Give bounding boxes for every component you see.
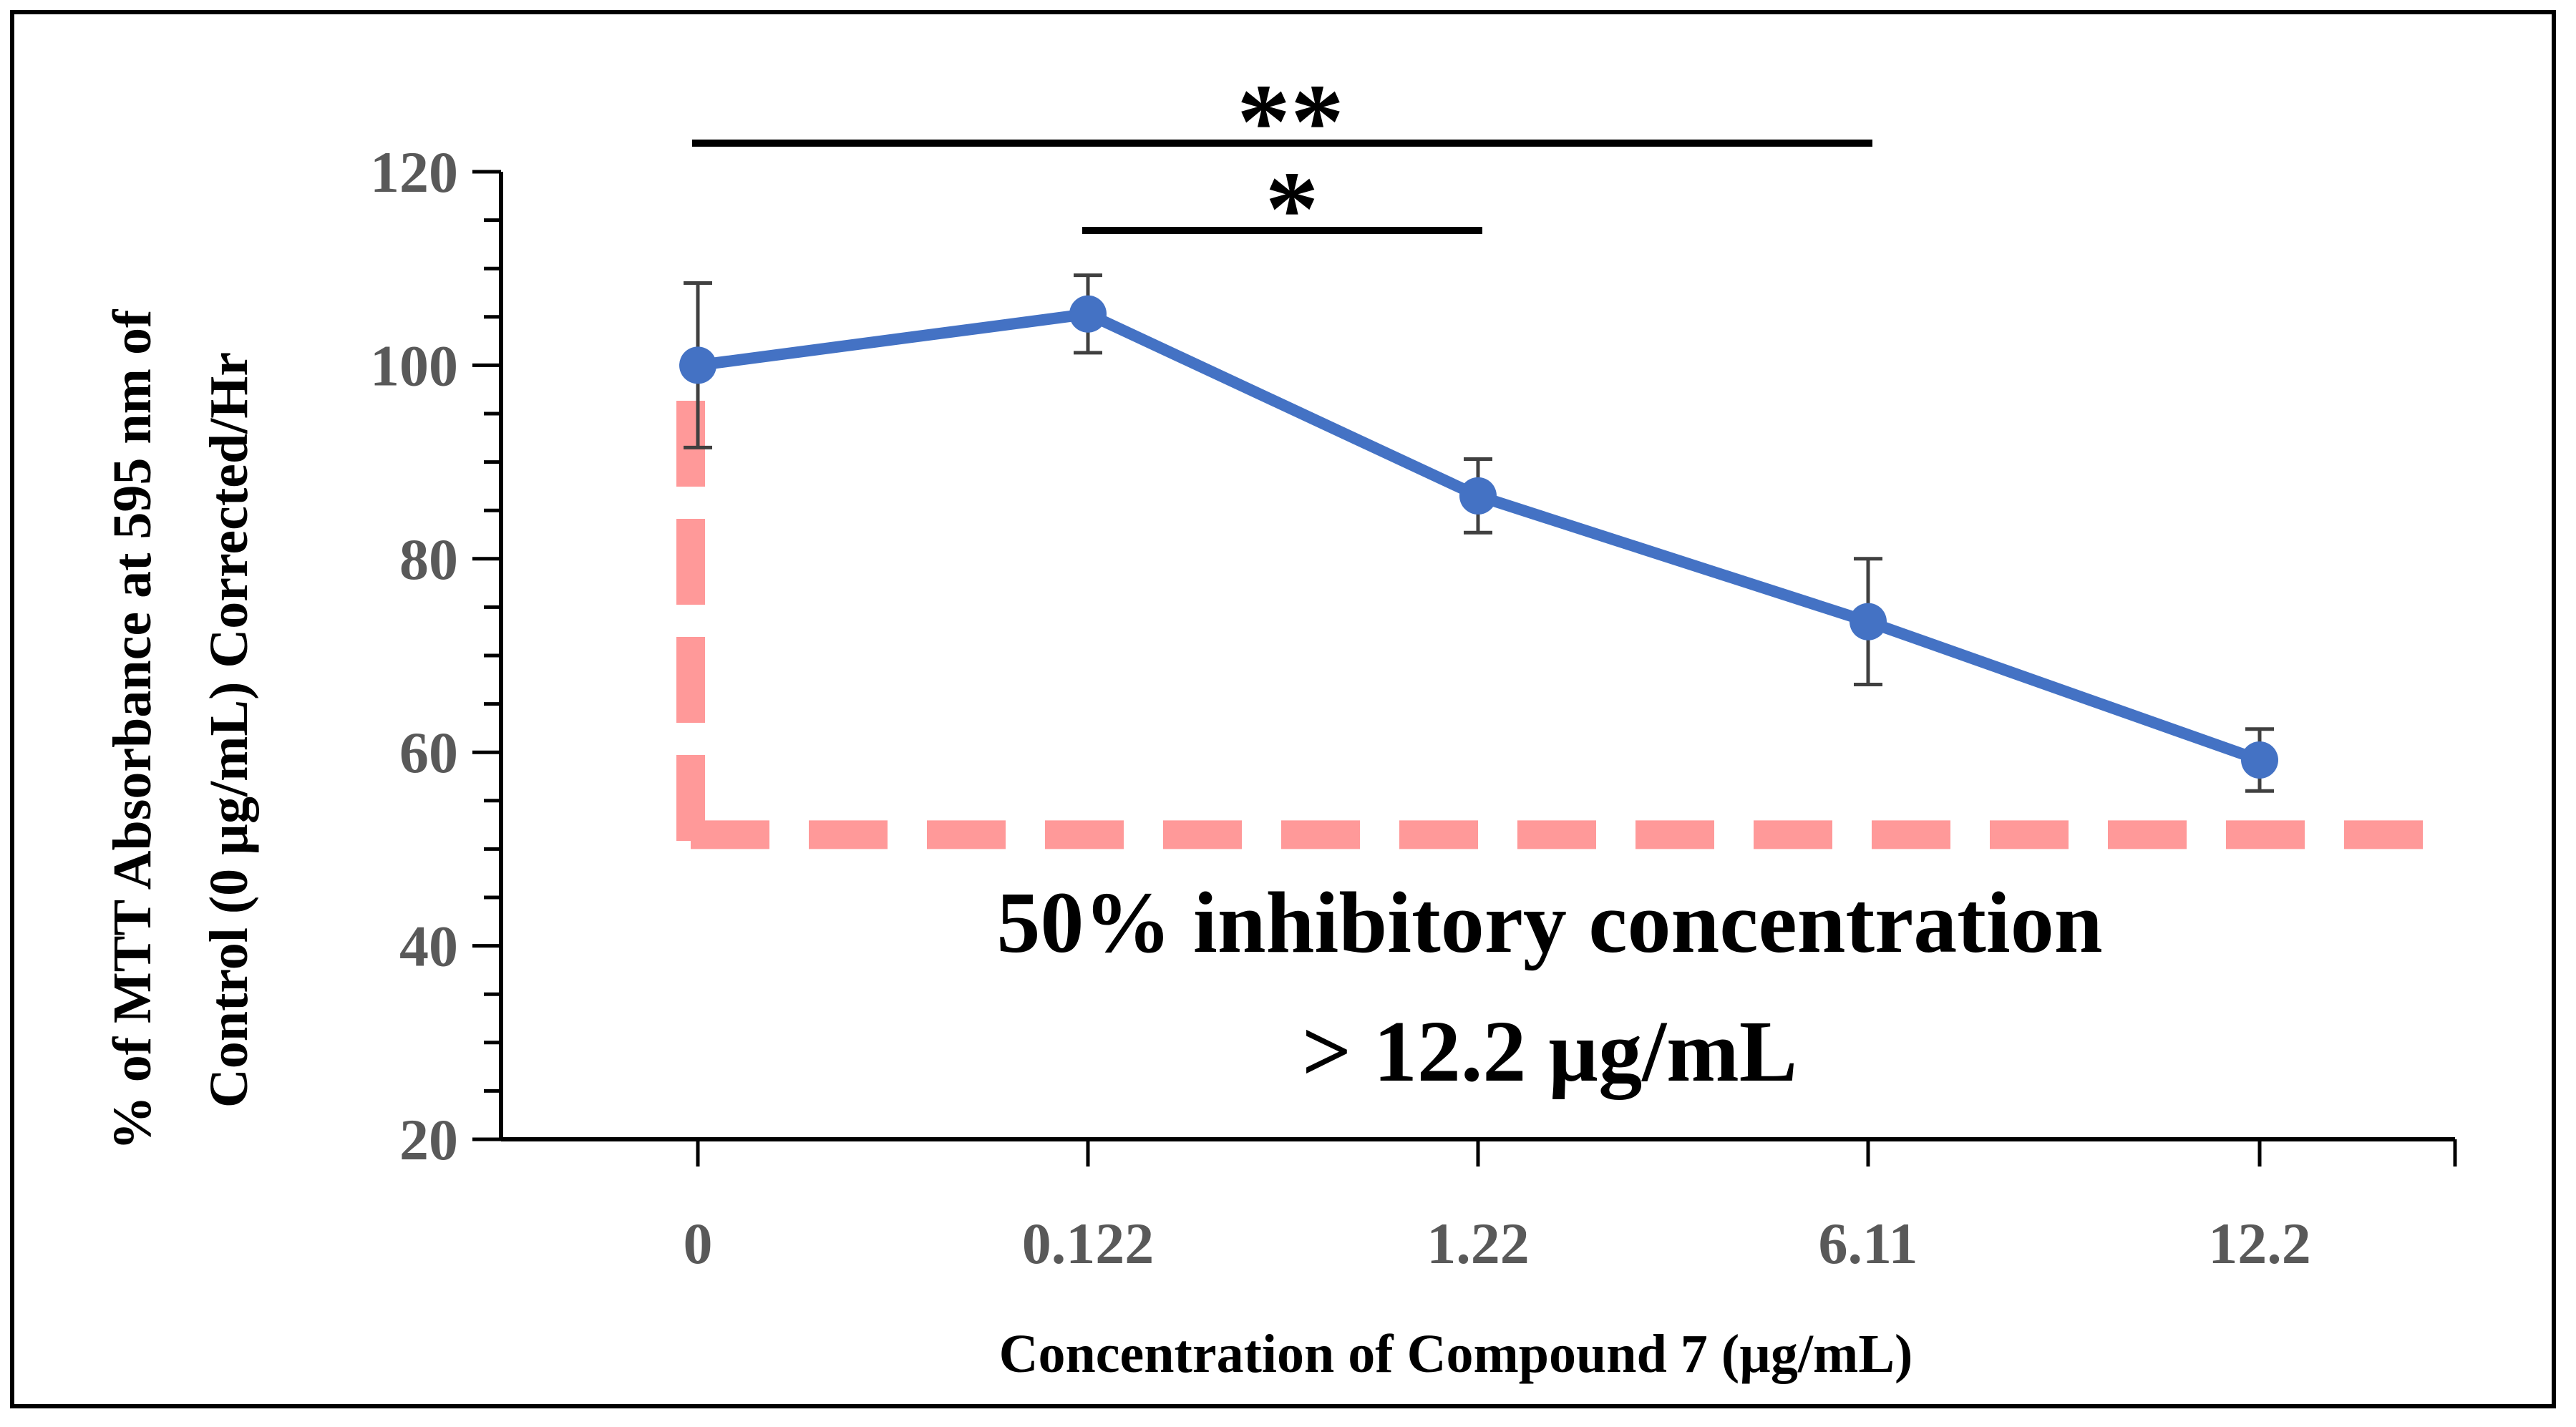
data-point	[1069, 295, 1107, 333]
x-tick-label: 1.22	[1426, 1211, 1530, 1276]
y-tick-label: 20	[399, 1107, 458, 1172]
significance-label: **	[1237, 62, 1344, 181]
x-tick-label: 12.2	[2208, 1211, 2311, 1276]
significance-label: *	[1265, 150, 1319, 268]
significance-layer: ***	[692, 62, 1872, 268]
axes: 20 40 60 80 100 120 0 0.122 1.22 6.11 12.2	[370, 140, 2457, 1276]
y-axis-title-line-1: % of MTT Absorbance at 595 nm of	[102, 308, 162, 1150]
data-layer	[679, 273, 2278, 793]
data-point	[679, 346, 716, 384]
x-tick-label: 6.11	[1819, 1211, 1918, 1276]
reference-layer	[676, 401, 2462, 849]
y-tick-label: 100	[370, 333, 458, 398]
annotation-line-1: 50% inhibitory concentration	[996, 875, 2102, 971]
y-axis-title-line-2: Control (0 µg/mL) Corrected/Hr	[199, 352, 259, 1108]
data-point	[2241, 741, 2278, 779]
data-point	[1459, 477, 1497, 515]
y-tick-label: 60	[399, 720, 458, 785]
x-axis-title: Concentration of Compound 7 (µg/mL)	[999, 1324, 1913, 1384]
x-tick-label: 0.122	[1022, 1211, 1155, 1276]
data-point	[1850, 603, 1887, 641]
series-line	[692, 308, 2265, 766]
y-tick-label: 120	[370, 140, 458, 205]
y-tick-label: 40	[399, 914, 458, 979]
y-tick-label: 80	[399, 527, 458, 592]
annotation-line-2: > 12.2 µg/mL	[1302, 1003, 1797, 1100]
x-tick-label: 0	[684, 1211, 713, 1276]
